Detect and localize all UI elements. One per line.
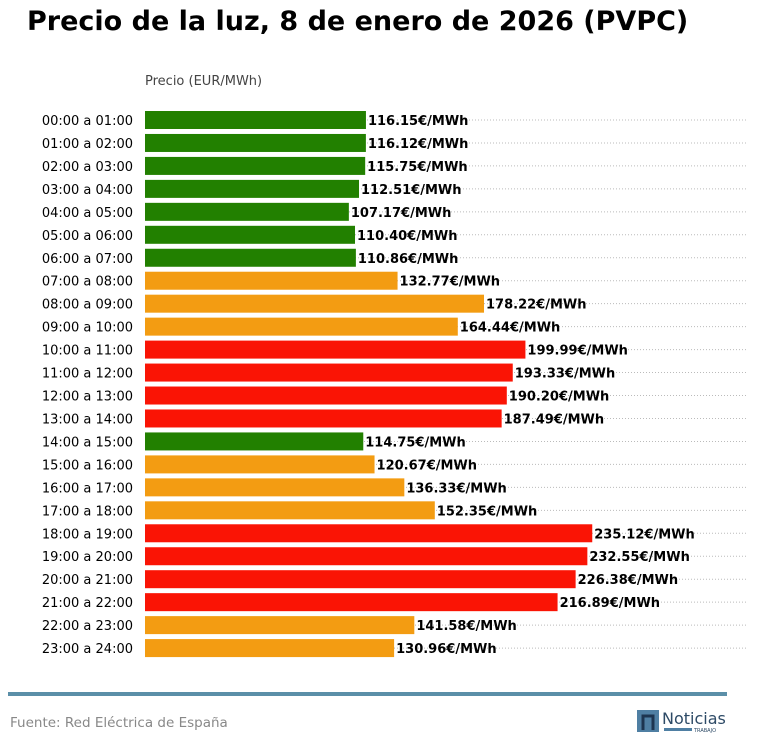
bar xyxy=(145,616,415,635)
svg-text:TRABAJO: TRABAJO xyxy=(693,728,716,734)
y-tick-label: 21:00 a 22:00 xyxy=(42,596,133,611)
bar xyxy=(145,409,502,428)
data-label: 120.67€/MWh xyxy=(377,458,478,473)
data-label: 115.75€/MWh xyxy=(367,160,468,175)
source-note: Fuente: Red Eléctrica de España xyxy=(10,715,228,731)
noticias-trabajo-logo: Noticias TRABAJO xyxy=(637,709,726,734)
bar xyxy=(145,455,375,474)
bar xyxy=(145,547,588,566)
bar xyxy=(145,570,576,589)
data-label: 232.55€/MWh xyxy=(589,550,690,565)
data-label: 235.12€/MWh xyxy=(594,527,695,542)
bar xyxy=(145,432,364,451)
data-label: 116.12€/MWh xyxy=(368,137,469,152)
y-tick-label: 16:00 a 17:00 xyxy=(42,481,133,496)
bar xyxy=(145,363,513,382)
y-tick-label: 22:00 a 23:00 xyxy=(42,619,133,634)
chart-title: Precio de la luz, 8 de enero de 2026 (PV… xyxy=(27,6,689,37)
bar xyxy=(145,593,558,612)
data-label: 141.58€/MWh xyxy=(416,619,517,634)
data-label: 107.17€/MWh xyxy=(351,206,452,221)
bar xyxy=(145,156,366,175)
bar xyxy=(145,294,485,313)
bar xyxy=(145,386,507,405)
data-label: 193.33€/MWh xyxy=(515,367,616,382)
data-label: 216.89€/MWh xyxy=(560,596,661,611)
bar xyxy=(145,478,405,497)
y-tick-label: 18:00 a 19:00 xyxy=(42,527,133,542)
data-label: 136.33€/MWh xyxy=(406,481,507,496)
bar xyxy=(145,340,526,359)
y-tick-label: 23:00 a 24:00 xyxy=(42,642,133,657)
bar xyxy=(145,202,349,221)
y-tick-label: 03:00 a 04:00 xyxy=(42,183,133,198)
data-label: 199.99€/MWh xyxy=(527,344,628,359)
bar xyxy=(145,179,360,198)
data-label: 152.35€/MWh xyxy=(437,504,537,519)
data-label: 110.40€/MWh xyxy=(357,229,458,244)
data-label: 132.77€/MWh xyxy=(400,275,501,290)
y-tick-label: 09:00 a 10:00 xyxy=(42,321,133,336)
y-tick-label: 10:00 a 11:00 xyxy=(42,344,133,359)
bar xyxy=(145,501,435,520)
footer-divider xyxy=(8,692,727,696)
data-label: 112.51€/MWh xyxy=(361,183,462,198)
bar xyxy=(145,133,366,152)
data-label: 187.49€/MWh xyxy=(504,412,605,427)
bar xyxy=(145,111,366,129)
bar-chart: 00:00 a 01:00 116.15€/MWh 01:00 a 02:00 116… xyxy=(42,111,748,658)
data-label: 130.96€/MWh xyxy=(396,642,497,657)
data-label: 114.75€/MWh xyxy=(365,435,466,450)
data-label: 116.15€/MWh xyxy=(368,114,469,129)
bar xyxy=(145,524,593,543)
data-label: 178.22€/MWh xyxy=(486,298,587,313)
y-tick-label: 20:00 a 21:00 xyxy=(42,573,133,588)
svg-text:Noticias: Noticias xyxy=(662,709,726,728)
y-tick-label: 05:00 a 06:00 xyxy=(42,229,133,244)
data-label: 190.20€/MWh xyxy=(509,390,610,405)
y-tick-label: 11:00 a 12:00 xyxy=(42,367,133,382)
data-label: 226.38€/MWh xyxy=(578,573,679,588)
y-tick-label: 01:00 a 02:00 xyxy=(42,137,133,152)
y-tick-label: 07:00 a 08:00 xyxy=(42,275,133,290)
y-tick-label: 17:00 a 18:00 xyxy=(42,504,133,519)
y-tick-label: 08:00 a 09:00 xyxy=(42,298,133,313)
y-tick-label: 12:00 a 13:00 xyxy=(42,390,133,405)
y-tick-label: 06:00 a 07:00 xyxy=(42,252,133,267)
y-tick-label: 00:00 a 01:00 xyxy=(42,114,133,129)
data-label: 164.44€/MWh xyxy=(460,321,560,336)
bar xyxy=(145,317,458,336)
y-tick-label: 04:00 a 05:00 xyxy=(42,206,133,221)
y-tick-label: 15:00 a 16:00 xyxy=(42,458,133,473)
y-tick-label: 14:00 a 15:00 xyxy=(42,435,133,450)
bar xyxy=(145,639,395,658)
bar xyxy=(145,248,356,267)
x-axis-label: Precio (EUR/MWh) xyxy=(145,74,263,89)
y-tick-label: 13:00 a 14:00 xyxy=(42,412,133,427)
y-tick-label: 19:00 a 20:00 xyxy=(42,550,133,565)
y-tick-label: 02:00 a 03:00 xyxy=(42,160,133,175)
data-label: 110.86€/MWh xyxy=(358,252,459,267)
bar xyxy=(145,225,356,244)
bar xyxy=(145,271,398,290)
